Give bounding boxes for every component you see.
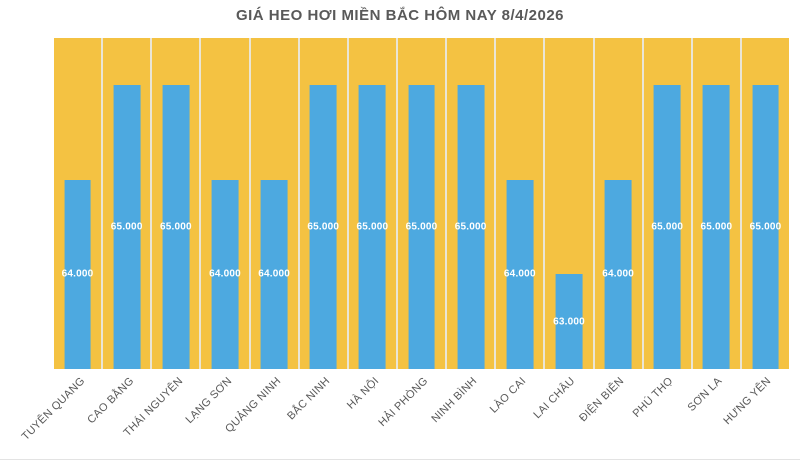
category-band: 65.000 xyxy=(398,38,448,369)
bar: 65.000 xyxy=(159,85,192,369)
bar-value-label: 64.000 xyxy=(61,268,94,280)
bar: 65.000 xyxy=(700,85,733,369)
bar: 63.000 xyxy=(553,274,585,369)
bar-value-label: 65.000 xyxy=(159,221,192,233)
category-band: 65.000 xyxy=(300,38,349,369)
bar: 64.000 xyxy=(209,179,241,369)
category-band: 63.000 xyxy=(545,38,595,369)
bar: 65.000 xyxy=(356,85,389,369)
category-band: 64.000 xyxy=(201,38,251,369)
category-band: 65.000 xyxy=(447,38,497,369)
chart-title: GIÁ HEO HƠI MIỀN BẮC HÔM NAY 8/4/2026 xyxy=(235,7,565,24)
bar-value-label: 65.000 xyxy=(749,221,782,233)
bar: 64.000 xyxy=(602,179,634,369)
category-band: 65.000 xyxy=(693,38,742,369)
bar-value-label: 65.000 xyxy=(307,221,340,233)
bar-value-label: 65.000 xyxy=(110,221,143,233)
category-band: 64.000 xyxy=(251,38,300,369)
category-band: 65.000 xyxy=(644,38,693,369)
bar-value-label: 65.000 xyxy=(405,221,438,233)
bar-value-label: 65.000 xyxy=(454,221,487,233)
bar-value-label: 65.000 xyxy=(700,221,733,233)
bar-value-label: 65.000 xyxy=(356,221,389,233)
bar: 65.000 xyxy=(405,85,438,369)
bar-value-label: 65.000 xyxy=(651,221,684,233)
category-band: 65.000 xyxy=(152,38,202,369)
bar: 64.000 xyxy=(503,179,536,369)
plot-area: 64.000 65.000 65.000 64.000 64.000 65.000 65.0… xyxy=(54,38,789,369)
category-band: 65.000 xyxy=(103,38,153,369)
category-band: 65.000 xyxy=(742,38,789,369)
bar: 65.000 xyxy=(454,85,487,369)
bar-value-label: 64.000 xyxy=(258,268,291,280)
category-band: 64.000 xyxy=(595,38,644,369)
bar-value-label: 64.000 xyxy=(503,268,536,280)
bar: 65.000 xyxy=(651,85,684,369)
bar: 65.000 xyxy=(749,85,782,369)
x-axis-label: TUYÊN QUANG xyxy=(19,375,87,443)
bar-value-label: 64.000 xyxy=(209,268,241,280)
bar-value-label: 63.000 xyxy=(553,316,585,328)
bar: 65.000 xyxy=(110,85,143,369)
bar: 64.000 xyxy=(258,179,291,369)
category-band: 64.000 xyxy=(496,38,546,369)
category-band: 65.000 xyxy=(349,38,398,369)
bar-value-label: 64.000 xyxy=(602,268,634,280)
category-band: 64.000 xyxy=(54,38,104,369)
bar: 64.000 xyxy=(61,179,94,369)
bottom-divider xyxy=(0,459,800,460)
bar: 65.000 xyxy=(307,85,340,369)
